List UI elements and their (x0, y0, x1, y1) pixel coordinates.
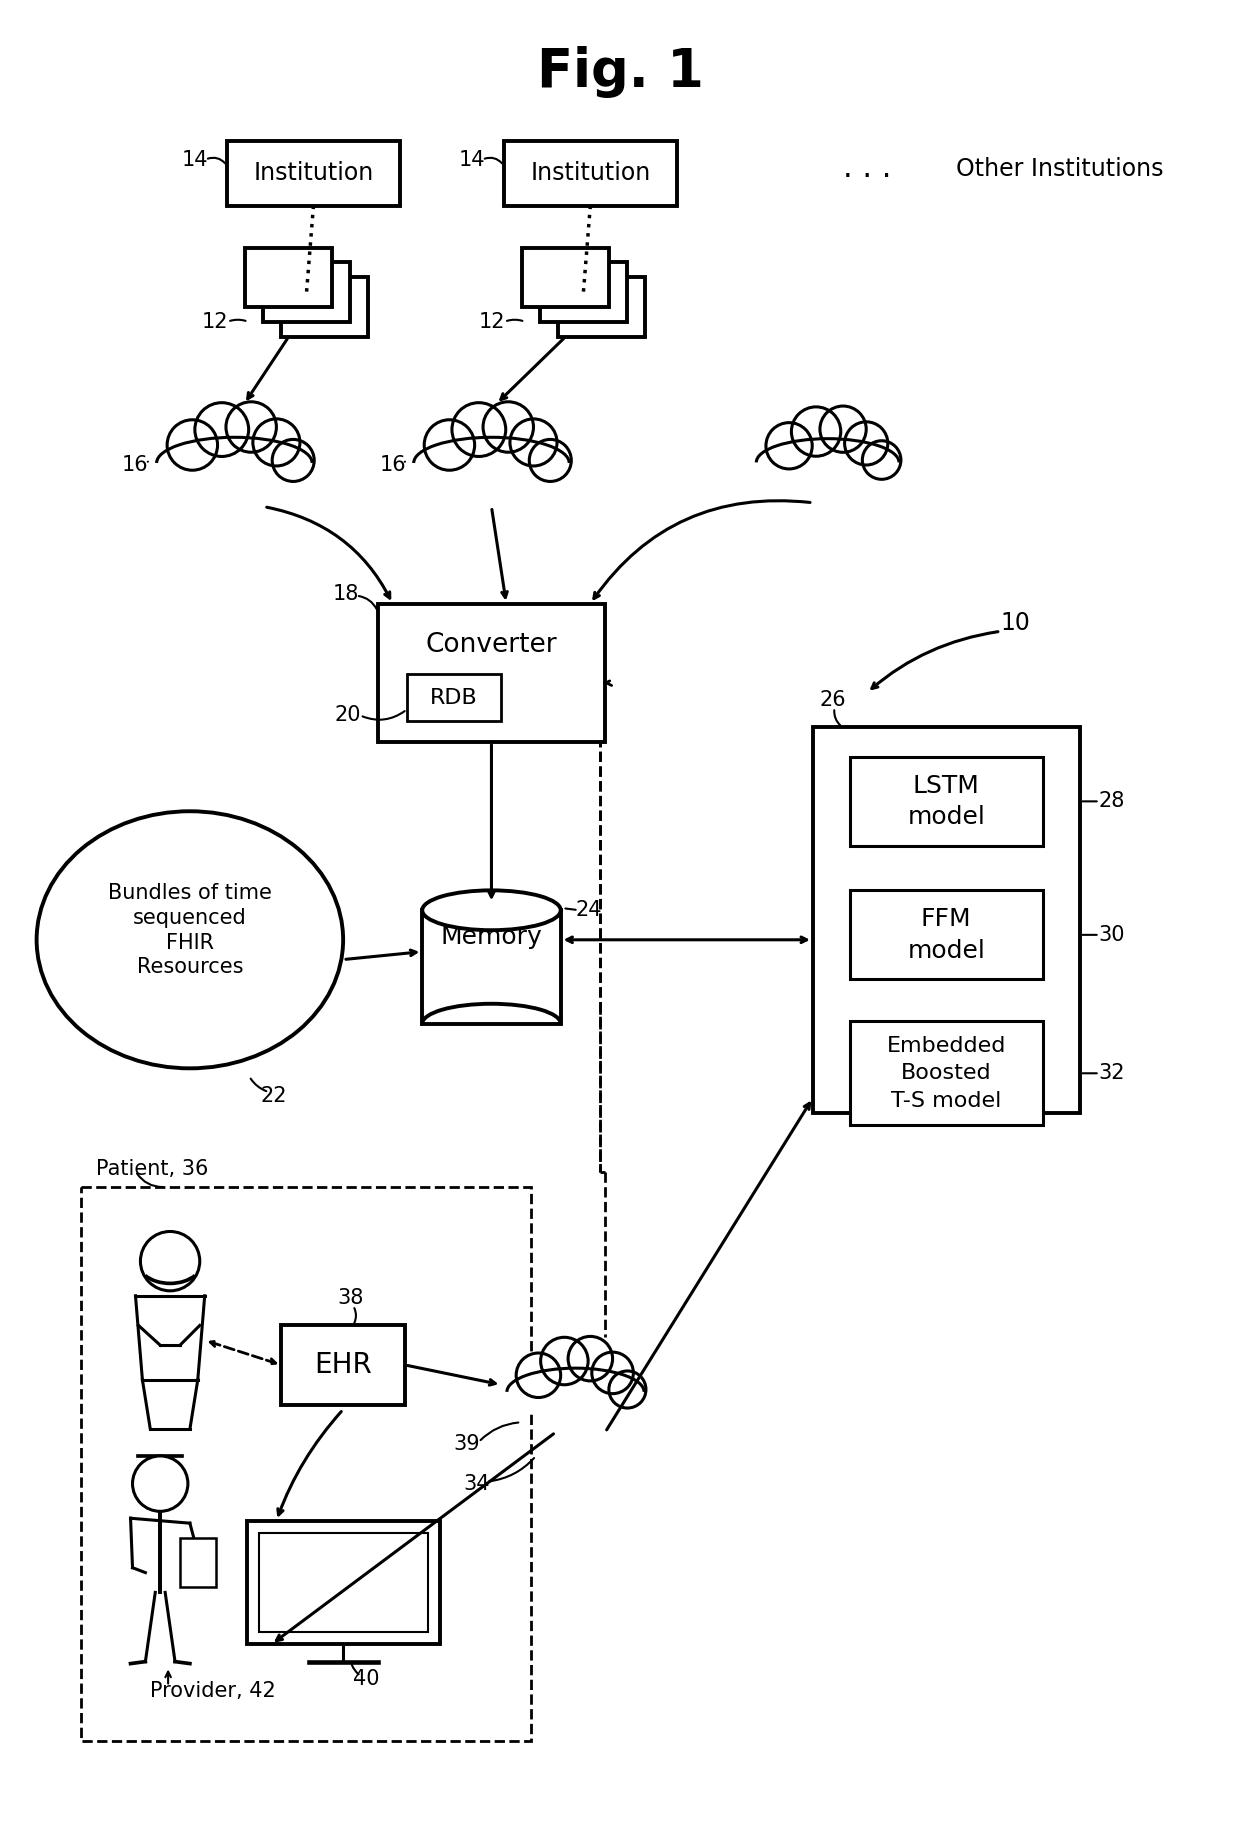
Text: RDB: RDB (430, 687, 477, 708)
Text: Converter: Converter (425, 632, 557, 658)
Circle shape (516, 1353, 560, 1397)
Text: sequenced: sequenced (133, 909, 247, 929)
Circle shape (424, 420, 475, 470)
Text: 32: 32 (1099, 1063, 1125, 1084)
Text: model: model (908, 938, 986, 962)
Text: 26: 26 (820, 689, 846, 710)
Text: 14: 14 (182, 149, 208, 170)
Text: 14: 14 (459, 149, 485, 170)
Text: 16: 16 (123, 455, 149, 475)
Bar (539, 262, 627, 323)
Circle shape (529, 439, 572, 481)
Circle shape (253, 418, 300, 466)
Text: model: model (908, 805, 986, 829)
Text: EHR: EHR (314, 1351, 372, 1379)
Circle shape (568, 1336, 613, 1380)
Text: Boosted: Boosted (901, 1063, 992, 1084)
Circle shape (541, 1338, 588, 1384)
Circle shape (273, 439, 314, 481)
Circle shape (766, 422, 812, 468)
Bar (812, 728, 1080, 1113)
Bar (180, 1539, 216, 1587)
Text: 40: 40 (353, 1670, 379, 1688)
Bar (378, 605, 605, 743)
Text: 38: 38 (337, 1288, 365, 1309)
Text: Fig. 1: Fig. 1 (537, 46, 703, 98)
Text: 12: 12 (479, 311, 505, 332)
Text: Institution: Institution (253, 162, 373, 186)
Text: . . .: . . . (843, 155, 892, 182)
Text: FFM: FFM (921, 907, 972, 931)
Bar (280, 276, 368, 337)
Circle shape (484, 402, 533, 452)
Text: 10: 10 (1001, 612, 1030, 636)
Text: Bundles of time: Bundles of time (108, 883, 272, 903)
Circle shape (609, 1371, 646, 1408)
Bar (81, 1187, 531, 1742)
Text: 34: 34 (464, 1474, 490, 1493)
Text: 28: 28 (1099, 791, 1125, 811)
Circle shape (820, 405, 867, 452)
Circle shape (791, 407, 841, 457)
Ellipse shape (37, 811, 343, 1069)
Text: Memory: Memory (440, 925, 542, 949)
Text: 22: 22 (260, 1086, 288, 1106)
Circle shape (591, 1353, 634, 1393)
Text: Embedded: Embedded (887, 1036, 1006, 1056)
Bar (558, 276, 645, 337)
Text: 18: 18 (332, 584, 360, 605)
Text: Resources: Resources (136, 958, 243, 977)
Text: Patient, 36: Patient, 36 (95, 1159, 208, 1180)
Text: 30: 30 (1099, 925, 1125, 945)
Bar (522, 247, 609, 308)
Text: Other Institutions: Other Institutions (956, 157, 1163, 181)
Bar (263, 262, 350, 323)
Circle shape (844, 422, 888, 464)
Ellipse shape (415, 437, 567, 494)
Bar (247, 1520, 439, 1644)
Bar (407, 675, 501, 721)
Circle shape (167, 420, 217, 470)
Ellipse shape (423, 890, 560, 931)
Text: LSTM: LSTM (913, 774, 980, 798)
Ellipse shape (508, 1368, 642, 1421)
Bar (423, 910, 560, 1023)
Bar (281, 1325, 405, 1404)
Text: Provider, 42: Provider, 42 (150, 1681, 277, 1701)
Text: 16: 16 (379, 455, 405, 475)
Circle shape (862, 440, 901, 479)
Circle shape (195, 402, 249, 457)
Text: 12: 12 (201, 311, 228, 332)
Text: 24: 24 (575, 899, 601, 920)
Ellipse shape (758, 439, 897, 490)
Circle shape (133, 1456, 188, 1511)
Bar (227, 142, 401, 206)
Bar (246, 247, 332, 308)
Bar (259, 1533, 428, 1633)
Circle shape (451, 402, 506, 457)
Text: T-S model: T-S model (892, 1091, 1002, 1111)
Text: FHIR: FHIR (166, 933, 213, 953)
Bar (503, 142, 677, 206)
Bar (849, 757, 1043, 846)
Text: 20: 20 (335, 706, 361, 726)
Circle shape (140, 1231, 200, 1290)
Text: 39: 39 (454, 1434, 480, 1454)
Bar (849, 890, 1043, 979)
Ellipse shape (159, 437, 310, 494)
Circle shape (226, 402, 277, 452)
Circle shape (510, 418, 557, 466)
Text: Institution: Institution (531, 162, 651, 186)
Bar (849, 1021, 1043, 1126)
